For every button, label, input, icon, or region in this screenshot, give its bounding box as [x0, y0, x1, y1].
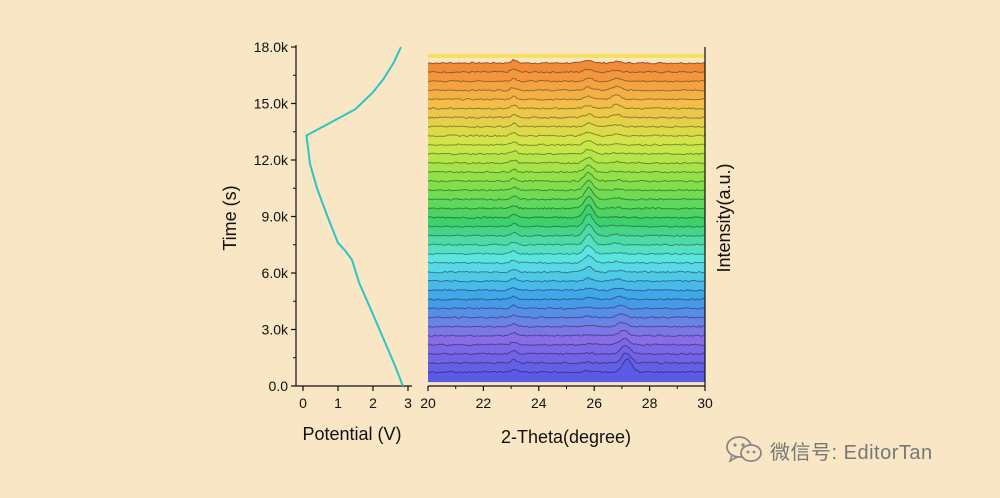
xrd-pattern-fill [428, 86, 705, 101]
right-x-tick-label: 28 [642, 395, 658, 411]
xrd-pattern-line [427, 113, 706, 119]
xrd-pattern-fill [428, 287, 705, 301]
xrd-top-edge [428, 54, 705, 58]
right-x-tick-label: 26 [586, 395, 602, 411]
xrd-pattern-line [427, 322, 706, 328]
left-x-label: Potential (V) [302, 424, 401, 444]
xrd-pattern-line [427, 195, 706, 210]
xrd-pattern-line [427, 103, 706, 110]
xrd-pattern-line [427, 164, 706, 174]
left-y-tick-label: 6.0k [262, 265, 289, 281]
xrd-pattern-line [427, 295, 706, 301]
xrd-pattern-fill [428, 214, 705, 237]
xrd-pattern-fill [428, 313, 705, 328]
xrd-pattern-line [427, 85, 706, 92]
xrd-pattern-fill [428, 204, 705, 228]
xrd-pattern-line [427, 358, 706, 374]
left-y-tick-label: 15.0k [254, 96, 289, 112]
watermark-text: 微信号: EditorTan [770, 441, 933, 464]
left-y-tick-label: 18.0k [254, 39, 289, 55]
xrd-pattern-fill [428, 164, 705, 183]
xrd-pattern-line [427, 277, 706, 283]
xrd-pattern-fill [428, 224, 705, 246]
xrd-pattern-line [427, 179, 706, 192]
right-x-label: 2-Theta(degree) [501, 427, 631, 447]
xrd-pattern-fill [428, 255, 705, 273]
xrd-pattern-fill [428, 353, 705, 373]
xrd-pattern-fill [428, 94, 705, 110]
xrd-pattern-line [427, 213, 706, 228]
xrd-pattern-line [427, 148, 706, 156]
potential-time-chart: 0.0 3.0k 6.0k 9.0k 12.0k 15.0k 18.0k 0 1 2 3 Time… [220, 39, 412, 444]
left-y-ticks: 0.0 3.0k 6.0k 9.0k 12.0k 15.0k 18.0k [254, 39, 296, 394]
right-x-ticks: 20 22 24 26 28 30 [420, 386, 713, 411]
xrd-pattern-fill [428, 132, 705, 146]
xrd-pattern-line [427, 337, 706, 347]
xrd-pattern-line [428, 94, 706, 101]
xrd-pattern-line [427, 329, 706, 337]
left-y-label: Time (s) [220, 185, 240, 250]
xrd-pattern-line [427, 131, 706, 138]
right-x-tick-label: 20 [420, 395, 436, 411]
xrd-pattern-fill [428, 266, 705, 283]
xrd-pattern-fill [428, 337, 705, 355]
xrd-pattern-fill [428, 122, 705, 137]
xrd-pattern-fill [428, 304, 705, 319]
right-y-label: Intensity(a.u.) [714, 163, 734, 272]
left-y-tick-label: 9.0k [262, 209, 289, 225]
xrd-pattern-fill [428, 245, 705, 264]
left-x-ticks: 0 1 2 3 [299, 386, 412, 411]
xrd-pattern-line [427, 254, 706, 265]
xrd-pattern-line [427, 122, 706, 128]
xrd-pattern-line [427, 223, 706, 238]
xrd-pattern-line [427, 58, 706, 65]
right-x-tick-label: 22 [476, 395, 492, 411]
xrd-pattern-fill [428, 187, 705, 210]
left-y-tick-label: 0.0 [269, 378, 289, 394]
xrd-pattern-fill [428, 196, 705, 219]
xrd-pattern-line [427, 204, 706, 219]
left-y-tick-label: 12.0k [254, 152, 289, 168]
xrd-pattern-fill [428, 172, 705, 192]
xrd-pattern-fill [428, 358, 705, 383]
left-x-tick-label: 3 [404, 395, 412, 411]
xrd-pattern-fill [428, 104, 705, 119]
left-x-tick-label: 0 [299, 395, 307, 411]
xrd-pattern-line [427, 312, 705, 319]
xrd-pattern-line [427, 171, 706, 183]
left-y-tick-label: 3.0k [262, 322, 289, 338]
xrd-patterns [427, 54, 706, 383]
xrd-pattern-fill [428, 149, 705, 164]
xrd-pattern-fill [428, 157, 705, 174]
xrd-pattern-line [427, 77, 706, 83]
xrd-pattern-line [427, 345, 706, 356]
xrd-pattern-line [427, 244, 706, 256]
left-x-tick-label: 2 [369, 395, 377, 411]
xrd-pattern-line [427, 68, 705, 74]
xrd-pattern-fill [428, 330, 705, 346]
right-x-tick-label: 24 [531, 395, 547, 411]
xrd-waterfall-chart: 20 22 24 26 28 30 2-Theta(degree) Intensity(a… [420, 47, 734, 447]
right-x-tick-label: 30 [697, 395, 713, 411]
xrd-pattern-line [427, 304, 706, 310]
watermark: 微信号: EditorTan [726, 432, 933, 468]
potential-curve [305, 46, 404, 387]
xrd-pattern-line [427, 156, 706, 165]
xrd-pattern-line [428, 233, 706, 247]
xrd-pattern-line [427, 352, 706, 365]
xrd-pattern-fill [428, 345, 705, 364]
xrd-pattern-fill [428, 322, 705, 337]
xrd-pattern-line [427, 186, 706, 201]
wechat-icon [726, 436, 762, 463]
xrd-pattern-line [427, 265, 706, 274]
xrd-pattern-fill [428, 59, 705, 74]
left-x-tick-label: 1 [334, 395, 342, 411]
xrd-pattern-line [427, 140, 706, 147]
xrd-pattern-fill [428, 180, 705, 201]
xrd-pattern-line [428, 286, 706, 292]
